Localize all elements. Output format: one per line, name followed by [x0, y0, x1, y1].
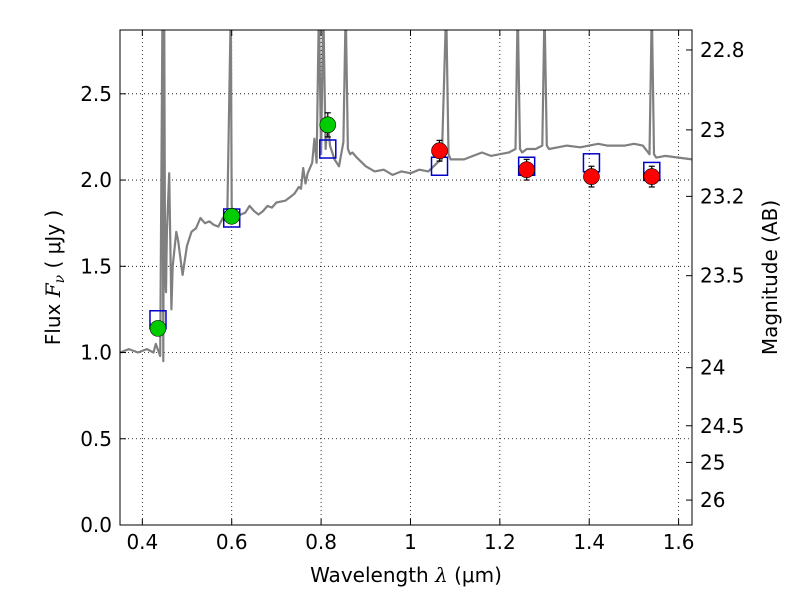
y-tick-label-3: 1.5: [80, 254, 112, 278]
right-tick-label-0: 22.8: [700, 38, 745, 62]
right-tick-label-2: 23.2: [700, 184, 745, 208]
y-axis-label: Flux Fν ( μJy ): [41, 210, 68, 345]
right-tick-label-3: 23.5: [700, 264, 745, 288]
data-point-3-0: [431, 142, 448, 160]
right-tick-label-4: 24: [700, 356, 725, 380]
spectrum-line: [120, 30, 692, 363]
x-axis-label: Wavelength λ (μm): [310, 563, 502, 587]
y-tick-label-0: 0.0: [80, 513, 112, 537]
x-axis-label-prefix: Wavelength: [310, 563, 435, 587]
data-point-2-0: [149, 320, 167, 337]
right-tick-label-5: 24.5: [700, 414, 745, 438]
y-tick-label-5: 2.5: [80, 82, 112, 106]
y-axis-right: 22.8 23 23.2 23.5 24 24.5 25 26: [686, 38, 745, 512]
data-point-3-3: [643, 168, 661, 185]
x-axis-label-symbol: λ: [434, 563, 448, 587]
y-axis-left: 0.0 0.5 1.0 1.5 2.0 2.5: [80, 82, 126, 537]
y-tick-label-1: 0.5: [80, 427, 112, 451]
plot-frame: [119, 29, 693, 526]
right-axis-label: Magnitude (AB): [758, 200, 782, 355]
markers-layer: [149, 112, 661, 337]
x-tick-label-0: 0.4: [126, 530, 158, 554]
right-tick-label-7: 26: [700, 488, 725, 512]
x-tick-label-3: 1: [404, 530, 417, 554]
y-axis-label-prefix: Flux: [41, 297, 65, 345]
x-axis-label-suffix: (μm): [448, 563, 502, 587]
series-layer: [120, 30, 692, 363]
y-axis-label-symbol: F: [41, 282, 65, 298]
model-point-2: [319, 139, 337, 159]
right-tick-label-6: 25: [700, 450, 725, 474]
right-tick-label-1: 23: [700, 118, 725, 142]
x-tick-label-2: 0.8: [305, 530, 337, 554]
x-axis: 0.4 0.6 0.8 1 1.2 1.4 1.6: [126, 30, 695, 554]
data-point-2-2: [319, 116, 337, 134]
data-point-3-2: [583, 168, 600, 185]
x-tick-label-5: 1.4: [573, 530, 605, 554]
y-tick-label-4: 2.0: [80, 168, 112, 192]
plot-background: [120, 30, 692, 525]
data-point-2-1: [223, 207, 241, 225]
y-tick-label-2: 1.0: [80, 341, 112, 365]
x-tick-label-6: 1.6: [663, 530, 695, 554]
y-axis-label-suffix: ( μJy ): [41, 210, 65, 275]
data-point-3-1: [518, 161, 535, 179]
x-tick-label-1: 0.6: [216, 530, 248, 554]
y-axis-label-subscript: ν: [52, 274, 68, 283]
x-tick-label-4: 1.2: [484, 530, 516, 554]
